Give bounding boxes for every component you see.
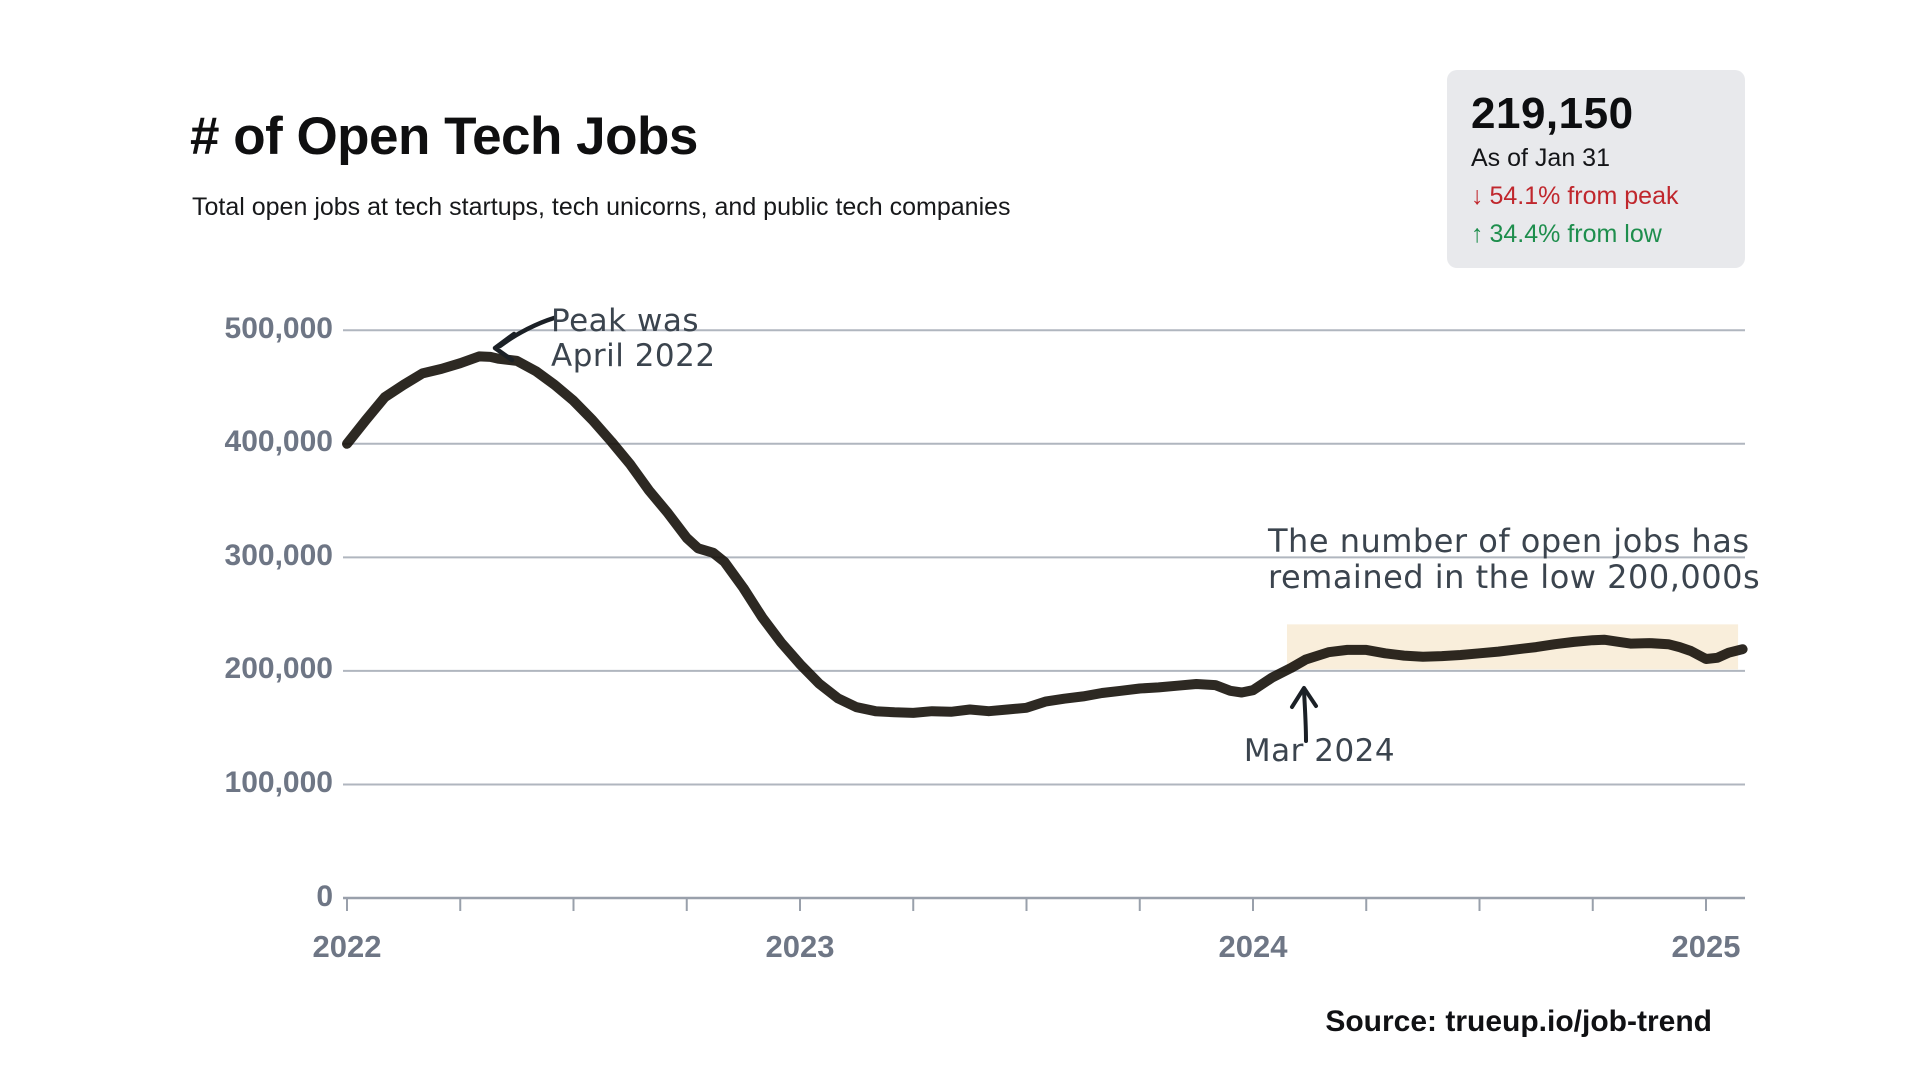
x-axis-label: 2022 [312, 929, 382, 964]
source-attribution: Source: trueup.io/job-trend [1325, 1005, 1712, 1038]
y-axis-label: 100,000 [224, 766, 333, 799]
x-axis-label: 2025 [1671, 929, 1741, 964]
current-jobs-value: 219,150 [1471, 89, 1634, 138]
as-of-date: As of Jan 31 [1471, 144, 1610, 173]
y-axis-label: 0 [316, 880, 333, 913]
from-low-label: 34.4% from low [1489, 220, 1662, 249]
from-peak-label: 54.1% from peak [1489, 182, 1679, 211]
peak-arrow [492, 315, 557, 363]
mar-2024-arrow [1290, 686, 1318, 743]
mar-2024-annotation: Mar 2024 [1243, 733, 1396, 769]
up-arrow-icon: ↑ [1471, 220, 1484, 249]
y-axis-label: 500,000 [224, 312, 333, 345]
page-subtitle: Total open jobs at tech startups, tech u… [192, 193, 1011, 221]
change-from-low: ↑ 34.4% from low [1471, 220, 1721, 249]
y-axis-label: 400,000 [224, 425, 333, 458]
current-stats-card: 219,150 As of Jan 31 ↓ 54.1% from peak ↑… [1447, 70, 1745, 268]
chart-generated-layer [342, 329, 1748, 911]
page-title: # of Open Tech Jobs [190, 107, 698, 166]
x-axis-label: 2024 [1218, 929, 1288, 964]
jobs-trend-line [342, 351, 1748, 718]
y-axis-label: 200,000 [224, 652, 333, 685]
x-axis-label: 2023 [765, 929, 835, 964]
peak-annotation-line2: April 2022 [551, 338, 716, 374]
band-annotation-line2: remained in the low 200,000s [1268, 558, 1761, 596]
down-arrow-icon: ↓ [1471, 182, 1484, 211]
band-annotation-line1: The number of open jobs has [1268, 522, 1750, 560]
peak-annotation: Peak was April 2022 [551, 304, 716, 374]
peak-annotation-line1: Peak was [551, 303, 699, 339]
change-from-peak: ↓ 54.1% from peak [1471, 182, 1721, 211]
band-annotation: The number of open jobs has remained in … [1268, 522, 1761, 596]
y-axis-label: 300,000 [224, 539, 333, 572]
